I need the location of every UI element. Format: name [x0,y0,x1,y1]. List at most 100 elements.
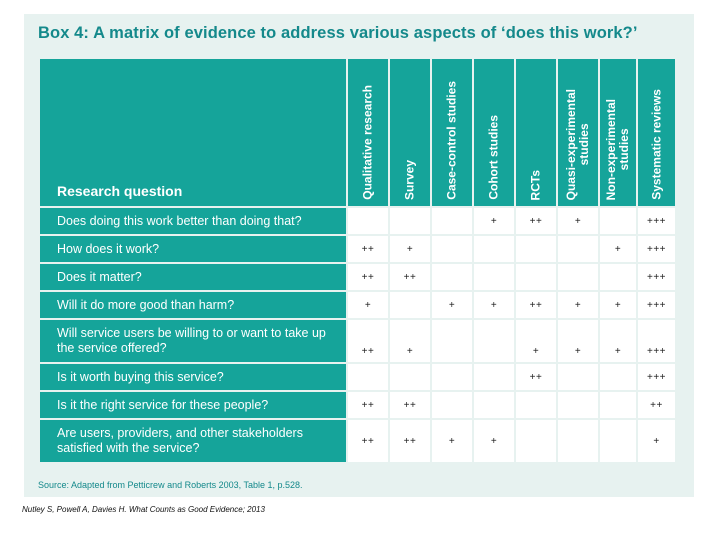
evidence-rating: + [472,206,516,236]
research-question: Will it do more good than harm? [38,290,348,320]
citation: Nutley S, Powell A, Davies H. What Count… [22,505,265,514]
evidence-rating [472,318,516,364]
research-question: Is it worth buying this service? [38,362,348,392]
table-row: Is it the right service for these people… [38,390,677,420]
matrix-body: Does doing this work better than doing t… [38,206,677,464]
column-header: RCTs [514,57,558,208]
evidence-rating [556,390,600,420]
evidence-rating: ++ [636,390,677,420]
evidence-rating [388,362,432,392]
evidence-rating [598,390,638,420]
research-question: Will service users be willing to or want… [38,318,348,364]
column-header: Qualitative research [346,57,390,208]
evidence-rating [388,206,432,236]
research-question: Are users, providers, and other stakehol… [38,418,348,464]
evidence-rating: ++ [388,262,432,292]
column-header: Survey [388,57,432,208]
evidence-rating: + [430,290,474,320]
evidence-rating [556,262,600,292]
evidence-rating: +++ [636,262,677,292]
evidence-rating: + [472,290,516,320]
evidence-rating [472,234,516,264]
evidence-rating: + [636,418,677,464]
evidence-rating [598,418,638,464]
evidence-rating: +++ [636,318,677,364]
evidence-rating: ++ [346,390,390,420]
table-row: Are users, providers, and other stakehol… [38,418,677,464]
table-row: Will it do more good than harm? + + + ++ + + ++… [38,290,677,320]
evidence-rating [430,362,474,392]
evidence-rating [430,318,474,364]
evidence-rating [430,262,474,292]
evidence-rating [346,206,390,236]
evidence-rating [514,262,558,292]
header-row: Research question Qualitative research S… [38,57,677,208]
evidence-rating [430,390,474,420]
column-header: Quasi-experimental studies [556,57,600,208]
evidence-rating [388,290,432,320]
evidence-rating: ++ [514,290,558,320]
evidence-rating: ++ [346,262,390,292]
evidence-rating [430,206,474,236]
evidence-rating: + [514,318,558,364]
evidence-rating: + [598,290,638,320]
table-row: Will service users be willing to or want… [38,318,677,364]
research-question: How does it work? [38,234,348,264]
evidence-rating: ++ [388,418,432,464]
evidence-rating [514,390,558,420]
evidence-rating [598,262,638,292]
evidence-rating [514,418,558,464]
research-question: Does it matter? [38,262,348,292]
evidence-rating: ++ [514,362,558,392]
research-question: Is it the right service for these people… [38,390,348,420]
evidence-rating: +++ [636,206,677,236]
evidence-rating [598,206,638,236]
column-label: Systematic reviews [649,89,663,200]
evidence-rating [514,234,558,264]
evidence-rating: + [598,318,638,364]
column-label: Qualitative research [360,85,375,200]
table-row: Does it matter? ++ ++ +++ [38,262,677,292]
column-label: Case-control studies [444,81,459,200]
evidence-rating: + [556,318,600,364]
table-row: How does it work? ++ + + +++ [38,234,677,264]
evidence-rating: + [556,290,600,320]
evidence-rating: + [430,418,474,464]
evidence-rating [472,390,516,420]
evidence-rating: ++ [346,234,390,264]
evidence-rating: + [346,290,390,320]
column-header: Case-control studies [430,57,474,208]
box-title: Box 4: A matrix of evidence to address v… [38,24,638,42]
evidence-rating [346,362,390,392]
evidence-rating: + [388,318,432,364]
evidence-rating: ++ [346,418,390,464]
column-header: Non-experimental studies [598,57,638,208]
evidence-rating: +++ [636,362,677,392]
column-label: Survey [402,159,417,200]
source-note: Source: Adapted from Petticrew and Rober… [38,480,303,490]
column-header: Systematic reviews [636,57,677,208]
evidence-rating: + [598,234,638,264]
evidence-rating: ++ [346,318,390,364]
evidence-rating [472,262,516,292]
column-header: Cohort studies [472,57,516,208]
evidence-rating [430,234,474,264]
evidence-rating: + [472,418,516,464]
evidence-rating: +++ [636,290,677,320]
row-header: Research question [38,57,348,208]
column-label: Non-experimental studies [604,98,631,200]
evidence-rating [472,362,516,392]
evidence-matrix: Research question Qualitative research S… [38,57,677,464]
table-row: Does doing this work better than doing t… [38,206,677,236]
column-label: RCTs [528,169,543,200]
table-row: Is it worth buying this service? ++ +++ [38,362,677,392]
evidence-rating [556,234,600,264]
column-label: Quasi-experimental studies [564,88,591,200]
evidence-rating: ++ [388,390,432,420]
evidence-rating [556,418,600,464]
evidence-rating: + [556,206,600,236]
evidence-rating [556,362,600,392]
evidence-rating: ++ [514,206,558,236]
evidence-rating [598,362,638,392]
evidence-box: Box 4: A matrix of evidence to address v… [24,14,694,497]
